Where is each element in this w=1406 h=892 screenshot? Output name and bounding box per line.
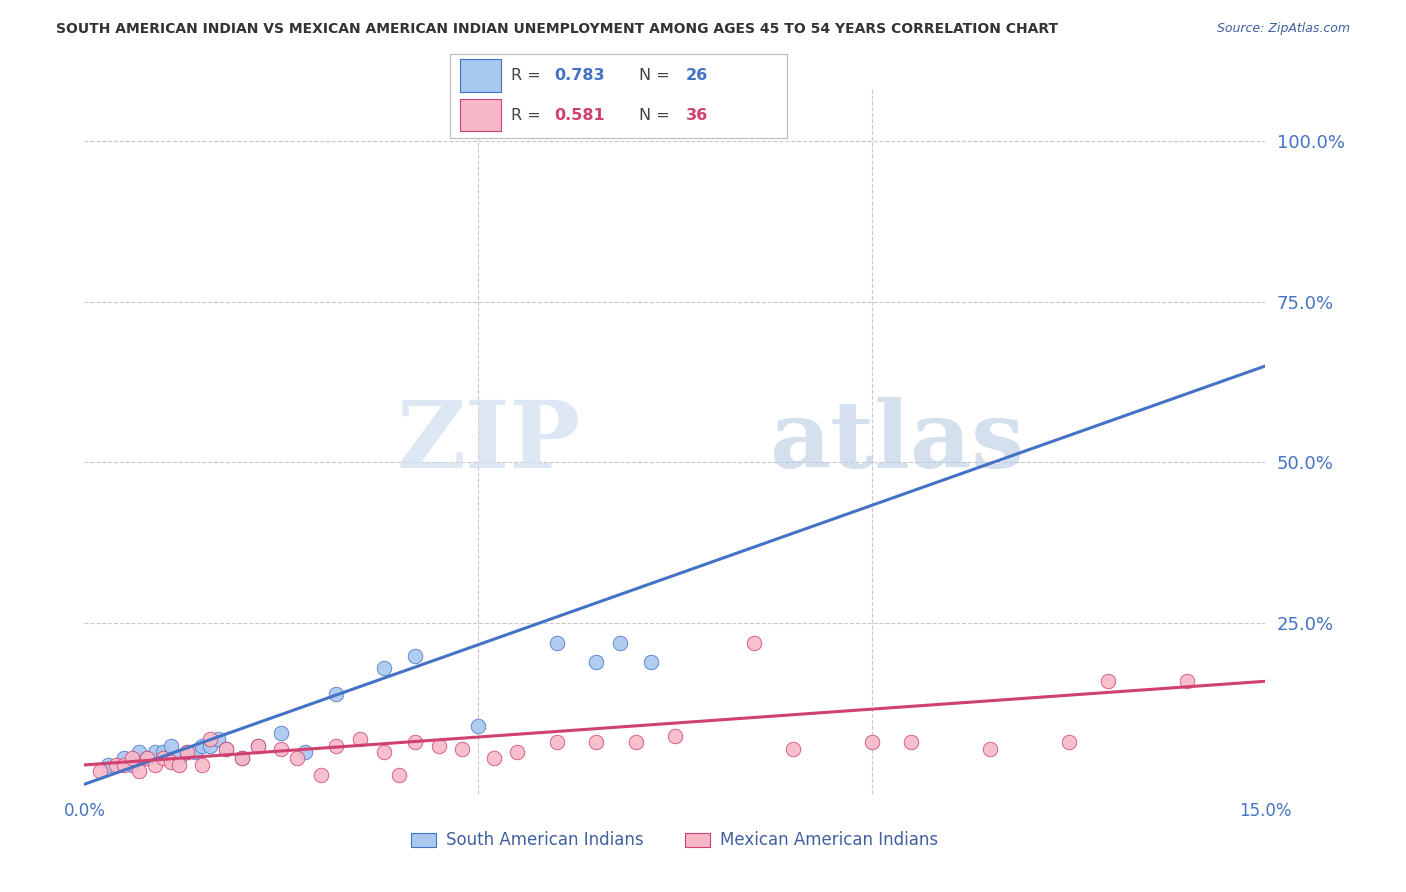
Point — [191, 758, 214, 772]
Text: N =: N = — [638, 68, 675, 83]
Point — [388, 767, 411, 781]
Text: SOUTH AMERICAN INDIAN VS MEXICAN AMERICAN INDIAN UNEMPLOYMENT AMONG AGES 45 TO 5: SOUTH AMERICAN INDIAN VS MEXICAN AMERICA… — [56, 22, 1059, 37]
Point — [451, 741, 474, 756]
Point — [143, 758, 166, 772]
Point — [246, 739, 269, 753]
FancyBboxPatch shape — [460, 60, 501, 92]
Point — [373, 745, 395, 759]
Point — [167, 751, 190, 765]
Text: ZIP: ZIP — [396, 397, 581, 486]
Point — [373, 661, 395, 675]
Point — [404, 735, 426, 749]
Point — [167, 758, 190, 772]
Point — [546, 635, 568, 649]
Point — [294, 745, 316, 759]
Point — [482, 751, 505, 765]
Point — [207, 732, 229, 747]
Point — [664, 729, 686, 743]
Point — [349, 732, 371, 747]
Point — [176, 745, 198, 759]
Point — [285, 751, 308, 765]
Text: 0.581: 0.581 — [554, 108, 605, 123]
Point — [609, 635, 631, 649]
Point — [121, 758, 143, 772]
Point — [546, 735, 568, 749]
Legend: South American Indians, Mexican American Indians: South American Indians, Mexican American… — [405, 825, 945, 856]
Point — [152, 751, 174, 765]
Text: atlas: atlas — [769, 397, 1025, 486]
Text: 26: 26 — [686, 68, 709, 83]
Point — [231, 751, 253, 765]
Point — [585, 655, 607, 669]
Point — [160, 739, 183, 753]
Point — [325, 687, 347, 701]
Point — [246, 739, 269, 753]
Point — [143, 745, 166, 759]
Point — [1057, 735, 1080, 749]
Point — [624, 735, 647, 749]
Point — [427, 739, 450, 753]
Point — [467, 719, 489, 733]
Point — [152, 745, 174, 759]
Point — [782, 741, 804, 756]
Point — [200, 732, 222, 747]
Point — [160, 755, 183, 769]
Point — [104, 758, 127, 772]
Point — [979, 741, 1001, 756]
Point — [128, 745, 150, 759]
Point — [640, 655, 662, 669]
Point — [900, 735, 922, 749]
Text: Source: ZipAtlas.com: Source: ZipAtlas.com — [1216, 22, 1350, 36]
Point — [183, 745, 205, 759]
Point — [191, 739, 214, 753]
Point — [860, 735, 883, 749]
Point — [112, 751, 135, 765]
Point — [585, 735, 607, 749]
FancyBboxPatch shape — [460, 99, 501, 131]
Point — [128, 764, 150, 779]
Point — [506, 745, 529, 759]
Point — [97, 758, 120, 772]
Point — [1175, 674, 1198, 689]
Point — [89, 764, 111, 779]
Point — [404, 648, 426, 663]
Point — [215, 741, 238, 756]
Point — [309, 767, 332, 781]
Point — [200, 739, 222, 753]
Text: R =: R = — [510, 108, 546, 123]
Point — [742, 635, 765, 649]
Point — [1097, 674, 1119, 689]
Point — [121, 751, 143, 765]
Point — [136, 751, 159, 765]
Point — [231, 751, 253, 765]
Text: N =: N = — [638, 108, 675, 123]
Point — [176, 745, 198, 759]
Point — [270, 741, 292, 756]
Text: 36: 36 — [686, 108, 709, 123]
Point — [215, 741, 238, 756]
Text: 0.783: 0.783 — [554, 68, 605, 83]
Point — [136, 751, 159, 765]
Point — [325, 739, 347, 753]
Point — [112, 758, 135, 772]
Text: R =: R = — [510, 68, 546, 83]
Point — [270, 725, 292, 739]
